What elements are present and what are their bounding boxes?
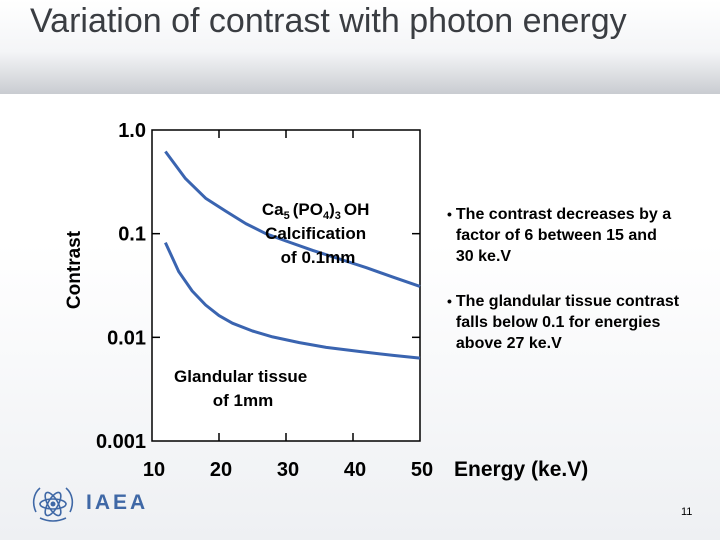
x-tick-label: 30 — [277, 459, 299, 481]
y-tick-label: 0.001 — [96, 431, 146, 453]
annotation-sub5: 5 — [284, 210, 290, 222]
series-line-calcification — [164, 150, 421, 288]
page-number: 11 — [681, 506, 693, 518]
annotation-calcification: Ca5 (PO4)3 OH Calcification of 0.1mm — [262, 200, 374, 267]
bullet-2-text: The glandular tissue contrast falls belo… — [455, 293, 680, 352]
iaea-logo-icon — [32, 487, 74, 522]
bullet-1: • The contrast decreases by a factor of 6… — [447, 204, 687, 267]
x-tick-label: 20 — [210, 459, 232, 481]
x-tick-label: 50 — [411, 459, 433, 481]
y-axis-label: Contrast — [64, 230, 85, 309]
y-tick-label: 0.1 — [118, 224, 146, 246]
title-band — [0, 0, 720, 94]
x-tick-label: 40 — [344, 459, 366, 481]
annotation-glandular-line2: of 1mm — [213, 391, 273, 410]
annotation-glandular-line1: Glandular tissue — [174, 367, 307, 386]
annotation-sub4: 4 — [323, 210, 330, 222]
page-title: Variation of contrast with photon energy — [30, 2, 627, 40]
annotation-glandular: Glandular tissue of 1mm — [174, 367, 312, 410]
bullet-dot-icon: • — [447, 293, 452, 309]
y-tick-label: 1.0 — [118, 120, 146, 142]
annotation-oh: OH — [344, 200, 370, 219]
plot-frame — [151, 129, 421, 442]
x-tick-label: 10 — [143, 459, 165, 481]
bullet-dot-icon: • — [447, 206, 452, 222]
annotation-paren: ) — [329, 200, 335, 219]
annotation-sub3: 3 — [335, 210, 341, 222]
x-axis-label: Energy (ke.V) — [454, 458, 588, 481]
series-line-glandular — [164, 241, 421, 360]
bullet-1-text: The contrast decreases by a factor of 6 … — [455, 206, 672, 265]
annotation-calcification-line2: Calcification — [265, 224, 366, 243]
iaea-logo-text: IAEA — [86, 491, 149, 514]
bullet-2: • The glandular tissue contrast falls bel… — [447, 291, 692, 354]
annotation-calcification-line3: of 0.1mm — [281, 248, 356, 267]
annotation-po: (PO — [293, 200, 323, 219]
annotation-ca: Ca — [262, 200, 284, 219]
y-tick-label: 0.01 — [107, 327, 146, 349]
